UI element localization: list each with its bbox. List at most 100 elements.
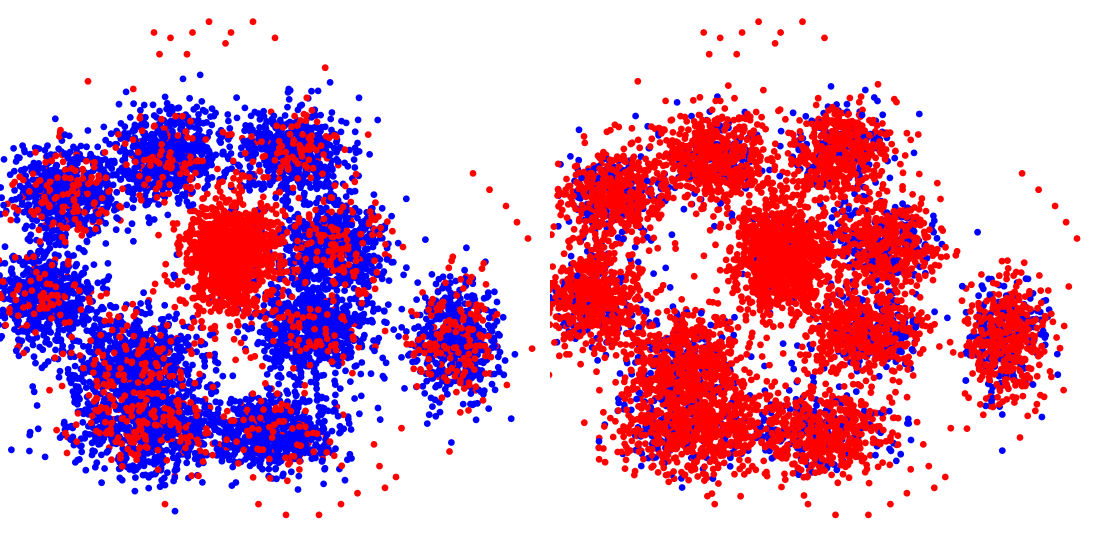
data-point <box>241 104 249 112</box>
data-point <box>341 146 349 154</box>
data-point <box>493 298 501 306</box>
data-point <box>84 127 92 134</box>
data-point <box>128 220 136 228</box>
data-point <box>130 100 138 108</box>
data-point <box>82 466 90 474</box>
data-point <box>256 124 263 131</box>
data-point <box>229 463 237 471</box>
data-point <box>30 353 38 361</box>
data-point <box>203 383 211 391</box>
data-point <box>351 363 359 370</box>
data-point <box>177 122 185 129</box>
data-point <box>126 114 134 121</box>
data-point <box>161 93 169 101</box>
data-point <box>179 75 187 83</box>
data-point <box>124 227 132 235</box>
data-point <box>51 251 59 258</box>
data-point <box>232 356 240 364</box>
data-point <box>148 130 156 138</box>
data-point <box>384 301 392 308</box>
data-point <box>334 158 342 165</box>
data-point <box>461 266 468 274</box>
data-point <box>106 140 113 148</box>
data-point <box>21 225 29 233</box>
data-point <box>186 94 194 102</box>
data-point <box>282 196 289 204</box>
data-point <box>332 391 339 399</box>
data-point <box>9 270 16 278</box>
data-point <box>383 256 391 263</box>
data-point <box>202 108 209 115</box>
data-point <box>401 385 408 392</box>
data-point <box>325 172 332 179</box>
data-point <box>270 112 278 120</box>
data-point <box>496 348 504 356</box>
data-point <box>199 324 207 331</box>
data-point <box>189 361 196 369</box>
data-point <box>226 124 234 132</box>
data-point <box>83 238 91 246</box>
data-point <box>378 275 386 283</box>
data-point <box>224 153 231 160</box>
data-point <box>378 204 386 212</box>
data-point <box>500 371 508 379</box>
data-point <box>83 143 90 151</box>
data-point <box>21 165 29 173</box>
data-point <box>68 343 75 351</box>
data-point <box>301 189 308 197</box>
data-point <box>376 256 384 263</box>
data-point <box>37 186 44 194</box>
data-point <box>55 373 63 381</box>
data-point <box>326 215 334 223</box>
data-point <box>285 96 293 103</box>
data-point <box>174 104 182 112</box>
data-point <box>118 476 126 484</box>
data-point <box>44 168 52 176</box>
data-point <box>129 195 137 203</box>
data-point <box>64 152 71 160</box>
data-point <box>402 195 410 203</box>
data-point <box>13 216 21 224</box>
data-point <box>21 148 29 156</box>
data-point <box>107 130 115 138</box>
data-point <box>163 99 171 107</box>
data-point <box>46 320 53 328</box>
data-point <box>236 163 244 170</box>
data-point <box>351 187 359 195</box>
data-point <box>130 185 138 193</box>
data-point <box>130 237 137 245</box>
data-point <box>312 441 320 448</box>
data-point <box>214 165 221 173</box>
data-point <box>183 459 191 467</box>
data-point <box>258 181 266 189</box>
data-point <box>80 269 88 277</box>
data-point <box>344 162 352 170</box>
data-point <box>398 324 406 331</box>
data-point <box>258 145 265 153</box>
data-point <box>248 141 256 149</box>
data-point <box>129 204 137 212</box>
data-point <box>90 261 98 268</box>
data-point <box>482 281 490 288</box>
data-point <box>121 171 128 178</box>
data-point <box>52 336 59 344</box>
data-point <box>25 201 33 209</box>
data-point <box>16 193 24 201</box>
data-point <box>109 181 117 189</box>
data-point <box>270 172 278 180</box>
data-point <box>19 184 26 192</box>
data-point <box>174 141 182 149</box>
data-point <box>296 466 303 473</box>
data-point <box>314 87 322 95</box>
data-point <box>297 184 304 192</box>
data-point <box>57 336 65 344</box>
data-point <box>207 113 214 120</box>
data-point <box>327 115 335 123</box>
data-point <box>323 181 331 189</box>
data-point <box>242 122 250 129</box>
data-point <box>67 379 75 387</box>
data-point <box>140 143 147 151</box>
data-point <box>354 116 362 124</box>
data-point <box>140 101 148 109</box>
data-point <box>200 142 208 150</box>
